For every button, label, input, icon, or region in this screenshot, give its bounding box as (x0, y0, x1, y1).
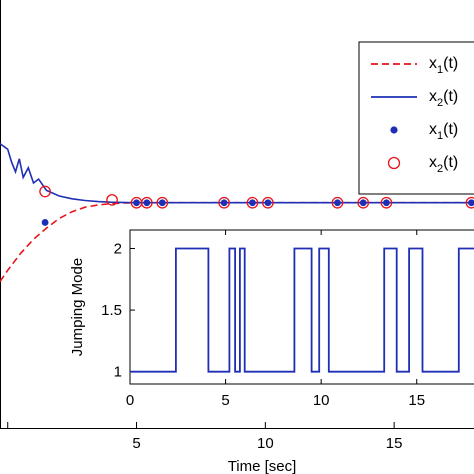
legend-box (358, 41, 474, 195)
x2-jump-point (156, 196, 169, 209)
x2-jump-point (106, 194, 118, 206)
x1-jump-point (383, 199, 390, 207)
legend-label-suffix: (t) (443, 121, 458, 138)
x2-jump-point (331, 196, 344, 209)
legend-label-suffix: (t) (443, 55, 458, 72)
x2-jump-point (140, 196, 153, 209)
main-x-tick-label: 10 (257, 435, 274, 452)
x1-jump-point (264, 199, 272, 207)
main-x-tick-label: 15 (386, 435, 403, 452)
x1-jump-point (133, 199, 140, 207)
legend-label-main: x (429, 154, 437, 171)
legend-label-sub: 2 (437, 163, 443, 175)
legend-label-main: x (429, 88, 437, 105)
series-line-x2 (0, 142, 474, 204)
main-x-axis-label: Time [sec] (228, 458, 297, 474)
legend: x1(t)x2(t)x1(t)x2(t) (358, 41, 474, 195)
x2-jump-point (357, 196, 370, 209)
x1-jump-point (249, 199, 256, 207)
x2-jump-point (218, 196, 230, 209)
x1-jump-point (158, 199, 166, 207)
legend-swatch-circle (387, 156, 401, 170)
legend-label-main: x (429, 121, 437, 138)
x2-jump-point (246, 196, 259, 209)
x2-jump-point (262, 196, 274, 209)
x1-jump-point (334, 199, 341, 207)
x2-jump-point (39, 185, 51, 198)
legend-label-sub: 1 (437, 64, 443, 76)
inset-y-tick-label: 2 (114, 240, 122, 257)
legend-label: x1(t) (429, 121, 458, 142)
x1-jump-point (220, 199, 228, 207)
legend-label-sub: 1 (437, 130, 443, 142)
main-axes-frame (0, 0, 474, 429)
x1-jump-point (41, 219, 49, 226)
x2-jump-point (380, 196, 393, 209)
inset-x-tick-label: 15 (408, 392, 425, 409)
legend-label-suffix: (t) (443, 154, 458, 171)
inset-axes-frame (129, 229, 474, 385)
jumping-mode-step-line (130, 247, 474, 373)
inset-x-tick-label: 0 (126, 392, 134, 409)
legend-label: x1(t) (429, 55, 458, 76)
legend-label: x2(t) (429, 154, 458, 175)
inset-plot: 0 5 10 15 1 1.5 2 Jumping Mode (69, 229, 474, 409)
legend-label-main: x (429, 55, 437, 72)
inset-x-tick-label: 10 (313, 392, 330, 409)
legend-swatch-dot (390, 126, 398, 134)
inset-y-axis-label: Jumping Mode (69, 258, 86, 356)
x1-jump-point (359, 199, 367, 207)
x1-jump-point (143, 199, 151, 207)
legend-label-suffix: (t) (443, 88, 458, 105)
legend-label-sub: 2 (437, 97, 443, 109)
legend-label: x2(t) (429, 88, 458, 109)
x2-jump-point (465, 196, 474, 209)
inset-x-tick-label: 5 (221, 392, 229, 409)
inset-y-tick-label: 1 (114, 364, 122, 381)
main-x-tick-label: 5 (132, 435, 140, 452)
x1-jump-point (468, 199, 474, 207)
inset-y-tick-label: 1.5 (101, 302, 122, 319)
